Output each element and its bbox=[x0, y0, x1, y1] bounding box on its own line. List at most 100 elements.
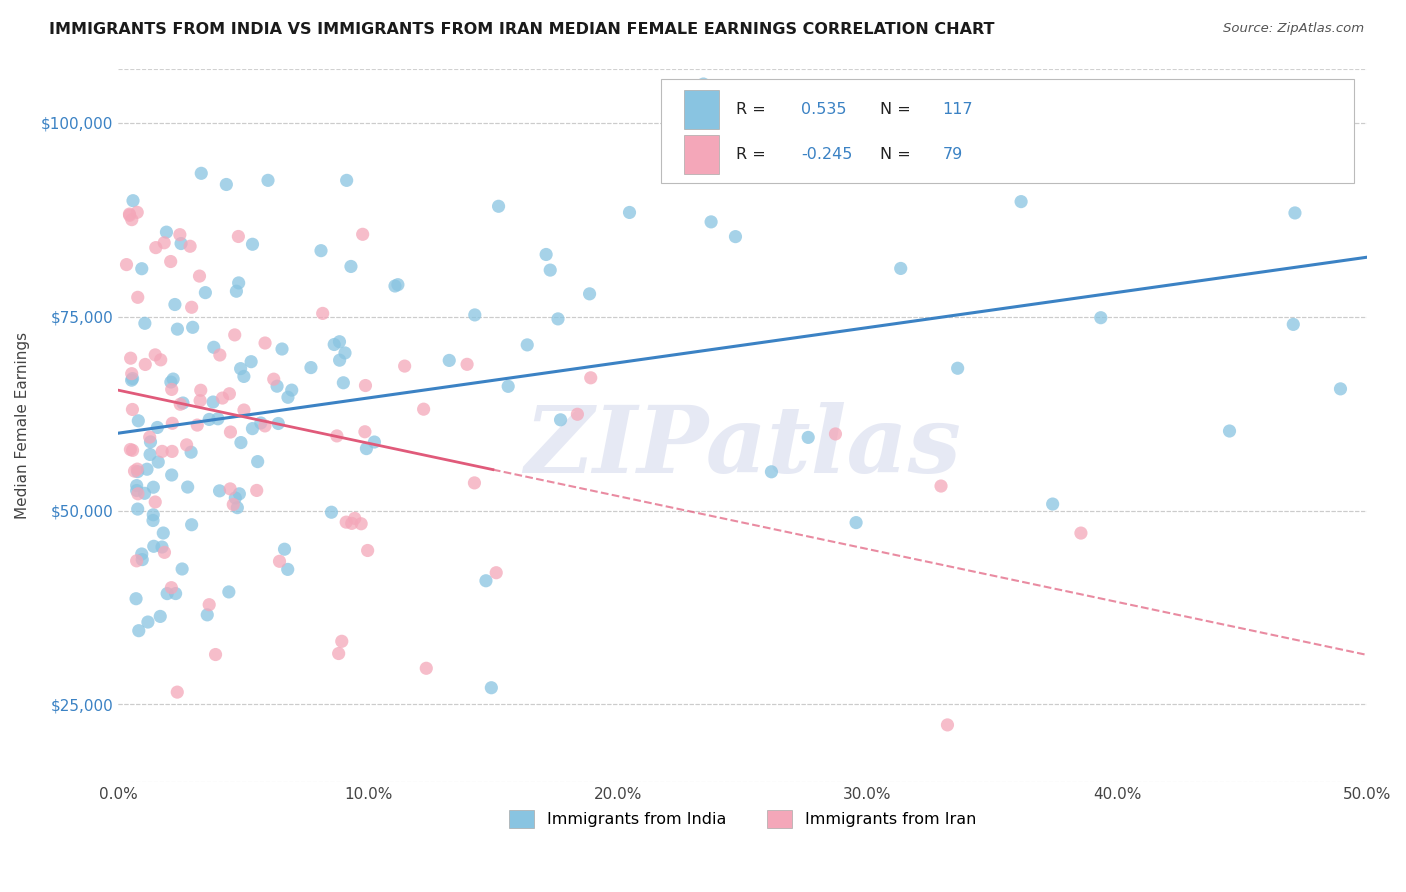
Point bbox=[172, 562, 194, 576]
FancyBboxPatch shape bbox=[683, 135, 718, 174]
Point bbox=[179, 239, 201, 253]
Point bbox=[159, 254, 181, 268]
Point bbox=[215, 178, 238, 192]
Point bbox=[121, 373, 143, 387]
Point bbox=[363, 435, 385, 450]
Point bbox=[125, 483, 148, 498]
Point bbox=[246, 483, 269, 498]
Point bbox=[475, 574, 498, 588]
Point bbox=[148, 455, 170, 469]
Point bbox=[352, 227, 374, 242]
Point bbox=[394, 359, 416, 373]
Point bbox=[162, 417, 184, 431]
Point bbox=[354, 378, 377, 392]
Text: IMMIGRANTS FROM INDIA VS IMMIGRANTS FROM IRAN MEDIAN FEMALE EARNINGS CORRELATION: IMMIGRANTS FROM INDIA VS IMMIGRANTS FROM… bbox=[49, 22, 994, 37]
Point bbox=[127, 502, 149, 516]
FancyBboxPatch shape bbox=[683, 89, 718, 128]
Point bbox=[724, 229, 747, 244]
Point bbox=[242, 237, 264, 252]
Point bbox=[155, 225, 177, 239]
Point bbox=[845, 516, 868, 530]
Point bbox=[228, 276, 250, 290]
Point bbox=[188, 269, 211, 284]
Point bbox=[340, 516, 363, 531]
Point bbox=[929, 479, 952, 493]
Point bbox=[1090, 310, 1112, 325]
Point bbox=[578, 286, 600, 301]
Point bbox=[485, 566, 508, 580]
Point bbox=[946, 361, 969, 376]
Point bbox=[439, 353, 461, 368]
Point bbox=[229, 435, 252, 450]
Point bbox=[149, 609, 172, 624]
Point bbox=[118, 208, 141, 222]
Point bbox=[198, 598, 221, 612]
Point bbox=[488, 199, 510, 213]
Point bbox=[150, 444, 173, 458]
Point bbox=[211, 391, 233, 405]
Point bbox=[219, 425, 242, 439]
Point bbox=[218, 386, 240, 401]
Point bbox=[136, 615, 159, 629]
Point bbox=[202, 340, 225, 354]
Point bbox=[516, 338, 538, 352]
Point bbox=[172, 396, 194, 410]
Point bbox=[550, 413, 572, 427]
Point bbox=[160, 375, 183, 389]
Point bbox=[198, 412, 221, 426]
Point bbox=[1042, 497, 1064, 511]
Point bbox=[269, 554, 291, 568]
Point bbox=[162, 372, 184, 386]
Point bbox=[143, 495, 166, 509]
Point bbox=[1010, 194, 1032, 209]
Point bbox=[567, 407, 589, 421]
Point bbox=[149, 352, 172, 367]
Point bbox=[328, 647, 350, 661]
Point bbox=[131, 261, 153, 276]
Point bbox=[225, 284, 247, 298]
FancyBboxPatch shape bbox=[661, 79, 1354, 183]
Point bbox=[277, 562, 299, 576]
Point bbox=[222, 498, 245, 512]
Point bbox=[188, 393, 211, 408]
Point bbox=[257, 173, 280, 187]
Point bbox=[142, 539, 165, 553]
Text: R =: R = bbox=[737, 146, 772, 161]
Point bbox=[208, 483, 231, 498]
Point bbox=[134, 486, 156, 500]
Text: 79: 79 bbox=[942, 146, 963, 161]
Point bbox=[496, 379, 519, 393]
Point bbox=[1070, 526, 1092, 541]
Point bbox=[128, 624, 150, 638]
Point bbox=[190, 166, 212, 180]
Point bbox=[202, 395, 225, 409]
Point bbox=[218, 585, 240, 599]
Point bbox=[152, 526, 174, 541]
Point bbox=[160, 468, 183, 483]
Point bbox=[160, 444, 183, 458]
Point bbox=[335, 515, 357, 529]
Point bbox=[121, 402, 143, 417]
Point bbox=[415, 661, 437, 675]
Point bbox=[160, 383, 183, 397]
Point bbox=[312, 306, 335, 320]
Point bbox=[186, 418, 208, 433]
Point bbox=[180, 517, 202, 532]
Point bbox=[463, 475, 485, 490]
Point bbox=[1308, 147, 1330, 161]
Point bbox=[464, 308, 486, 322]
Point bbox=[204, 648, 226, 662]
Point bbox=[354, 425, 377, 439]
Point bbox=[340, 260, 363, 274]
Point bbox=[271, 342, 294, 356]
Point bbox=[384, 279, 406, 293]
Point bbox=[176, 438, 198, 452]
Point bbox=[134, 358, 156, 372]
Point bbox=[619, 205, 641, 219]
Point bbox=[266, 379, 288, 393]
Point bbox=[195, 607, 218, 622]
Point bbox=[163, 297, 186, 311]
Point bbox=[176, 480, 198, 494]
Point bbox=[273, 542, 295, 557]
Point bbox=[329, 353, 352, 368]
